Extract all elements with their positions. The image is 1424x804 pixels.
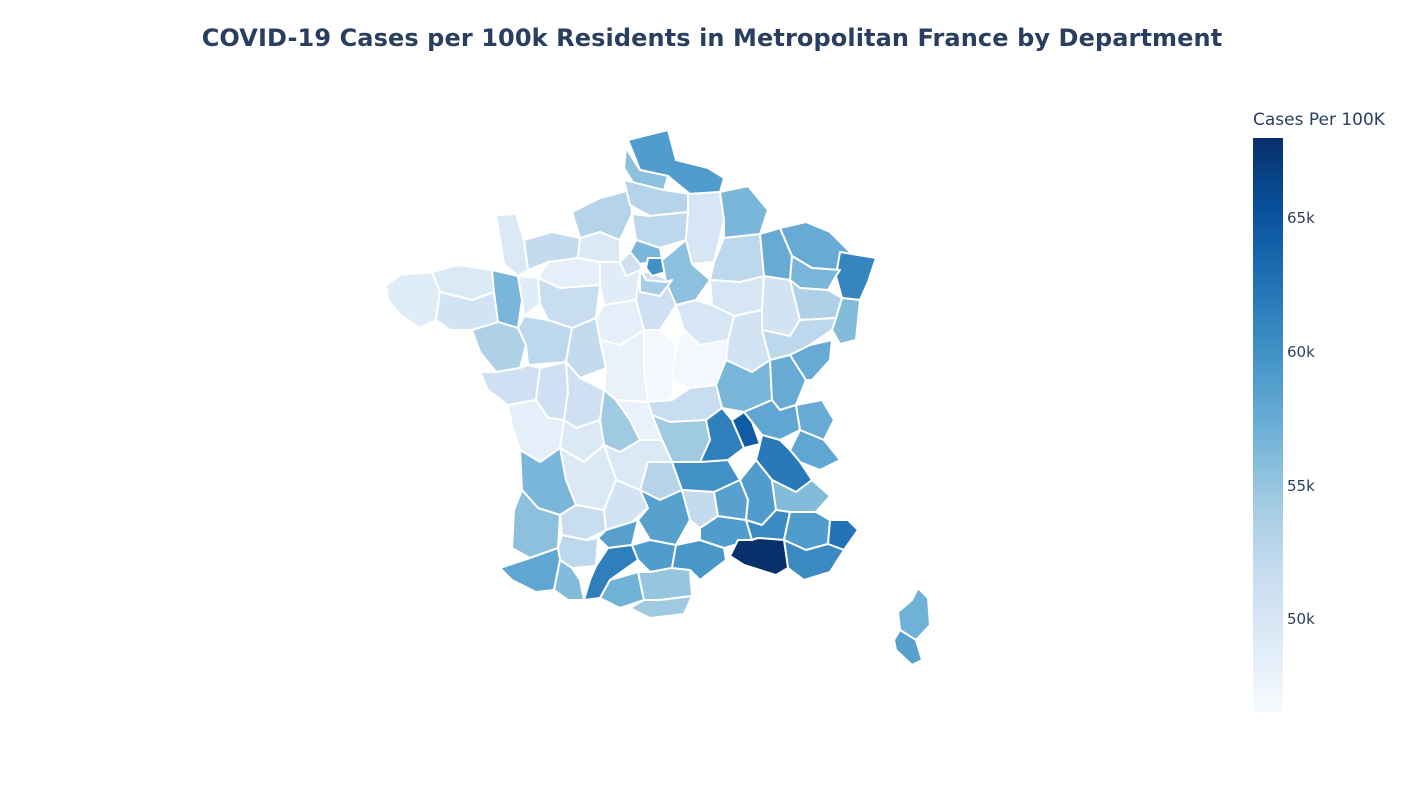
department-corse-du-sud[interactable]: Corse-du-Sud (893, 629, 923, 666)
colorbar-title: Cases Per 100K (1253, 110, 1385, 130)
department-vendee[interactable]: Vendée (479, 364, 541, 406)
department-finistere[interactable]: Finistère (385, 271, 441, 329)
department-var[interactable]: Var (783, 539, 845, 581)
department-seine-maritime[interactable]: Seine-Maritime (571, 189, 633, 241)
colorbar-tick-label: 60k (1287, 342, 1315, 361)
department-landes[interactable]: Landes (511, 489, 561, 559)
department-haute-savoie[interactable]: Haute-Savoie (795, 399, 835, 441)
department-ardennes[interactable]: Ardennes (719, 185, 769, 239)
department-pyrenees-orientales[interactable]: Pyrénées-Orientales (629, 595, 693, 619)
department-aude[interactable]: Aude (637, 567, 693, 601)
colorbar (1253, 138, 1283, 713)
colorbar-tick-label: 50k (1287, 610, 1315, 629)
department-bas-rhin[interactable]: Bas-Rhin (835, 251, 877, 301)
department-lot-et-garonne[interactable]: Lot-et-Garonne (559, 504, 607, 541)
department-cher[interactable]: Cher (643, 329, 677, 403)
departments-layer[interactable]: FinistèreCôtes-d'ArmorMorbihanIlle-et-Vi… (385, 129, 931, 666)
colorbar-tick-label: 55k (1287, 476, 1315, 495)
department-tarn[interactable]: Tarn (631, 539, 677, 573)
department-herault[interactable]: Hérault (671, 539, 727, 581)
department-paris[interactable]: Paris (645, 257, 667, 277)
department-bouches-du-rhone[interactable]: Bouches-du-Rhône (729, 537, 789, 576)
department-mayenne[interactable]: Mayenne (517, 275, 541, 317)
department-essonne[interactable]: Essonne (639, 269, 673, 297)
department-alpes-maritimes[interactable]: Alpes-Maritimes (827, 519, 859, 551)
department-rhone[interactable]: Rhône (731, 411, 761, 449)
department-doubs[interactable]: Doubs (789, 339, 833, 381)
chart-title: COVID-19 Cases per 100k Residents in Met… (201, 24, 1223, 52)
department-aveyron[interactable]: Aveyron (637, 489, 691, 546)
department-loire-atlantique[interactable]: Loire-Atlantique (471, 321, 527, 373)
colorbar-tick-label: 65k (1287, 209, 1315, 228)
department-manche[interactable]: Manche (495, 213, 529, 277)
department-hautes-pyrenees[interactable]: Hautes-Pyrénées (553, 559, 585, 601)
